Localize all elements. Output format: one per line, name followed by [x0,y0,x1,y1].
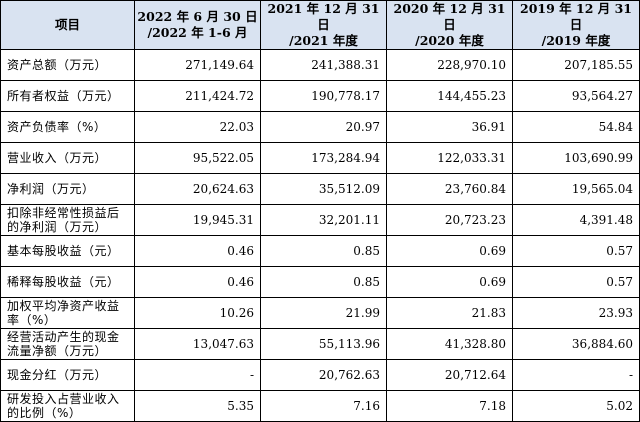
cell-value: 93,564.27 [512,80,640,112]
cell-value: 20,723.23 [386,204,513,236]
cell-value: 271,149.64 [134,49,261,81]
header-2019-period: /2019 年度 [541,33,611,48]
cell-value: 20,712.64 [386,359,513,391]
table-row-revenue: 营业收入（万元） 95,522.05 173,284.94 122,033.31… [0,142,640,174]
cell-value: 0.57 [512,266,640,298]
cell-value: 0.85 [260,235,387,267]
table-row-basic-eps: 基本每股收益（元） 0.46 0.85 0.69 0.57 [0,235,640,267]
table-row-adjusted-net-profit: 扣除非经常性损益后的净利润（万元） 19,945.31 32,201.11 20… [0,204,640,236]
cell-value: 20,762.63 [260,359,387,391]
row-label: 净利润（万元） [0,173,135,205]
row-label: 现金分红（万元） [0,359,135,391]
header-2020-period: /2020 年度 [415,33,484,48]
table-header: 项目 2022 年 6 月 30 日 /2022 年 1-6 月 2021 年 … [0,0,640,50]
table-row-net-profit: 净利润（万元） 20,624.63 35,512.09 23,760.84 19… [0,173,640,205]
cell-value: 5.02 [512,390,640,422]
cell-value: 4,391.48 [512,204,640,236]
row-label: 研发投入占营业收入的比例（%） [0,390,135,422]
row-label: 资产总额（万元） [0,49,135,81]
header-row: 项目 2022 年 6 月 30 日 /2022 年 1-6 月 2021 年 … [0,0,640,50]
cell-value: 35,512.09 [260,173,387,205]
cell-value: 103,690.99 [512,142,640,174]
row-label: 资产负债率（%） [0,111,135,143]
cell-value: 23,760.84 [386,173,513,205]
row-label: 扣除非经常性损益后的净利润（万元） [0,204,135,236]
cell-value: 55,113.96 [260,328,387,360]
cell-value: 21.99 [260,297,387,329]
header-2020-date: 2020 年 12 月 31 日 [393,1,506,33]
cell-value: 36.91 [386,111,513,143]
header-2022-h1-period: /2022 年 1-6 月 [147,25,248,40]
header-item: 项目 [0,0,135,50]
cell-value: 19,565.04 [512,173,640,205]
table-row-operating-cash-flow: 经营活动产生的现金流量净额（万元） 13,047.63 55,113.96 41… [0,328,640,360]
row-label: 所有者权益（万元） [0,80,135,112]
table-row-cash-dividend: 现金分红（万元） - 20,762.63 20,712.64 - [0,359,640,391]
cell-value: 20.97 [260,111,387,143]
header-2021-date: 2021 年 12 月 31 日 [267,1,380,33]
cell-value: 0.57 [512,235,640,267]
cell-value: 173,284.94 [260,142,387,174]
table-row-debt-ratio: 资产负债率（%） 22.03 20.97 36.91 54.84 [0,111,640,143]
cell-value: 22.03 [134,111,261,143]
cell-value: 211,424.72 [134,80,261,112]
header-item-label: 项目 [54,17,80,32]
header-2021-period: /2021 年度 [289,33,358,48]
cell-value: 32,201.11 [260,204,387,236]
header-2019-date: 2019 年 12 月 31 日 [520,1,632,33]
cell-value: - [134,359,261,391]
table-body: 资产总额（万元） 271,149.64 241,388.31 228,970.1… [0,49,640,422]
cell-value: 7.16 [260,390,387,422]
header-2020: 2020 年 12 月 31 日 /2020 年度 [386,0,513,50]
header-2019: 2019 年 12 月 31 日 /2019 年度 [512,0,640,50]
table-row-weighted-roe: 加权平均净资产收益率（%） 10.26 21.99 21.83 23.93 [0,297,640,329]
header-2021: 2021 年 12 月 31 日 /2021 年度 [260,0,387,50]
cell-value: 10.26 [134,297,261,329]
cell-value: 19,945.31 [134,204,261,236]
row-label: 经营活动产生的现金流量净额（万元） [0,328,135,360]
cell-value: 228,970.10 [386,49,513,81]
cell-value: 13,047.63 [134,328,261,360]
cell-value: 20,624.63 [134,173,261,205]
cell-value: 0.69 [386,235,513,267]
cell-value: 54.84 [512,111,640,143]
cell-value: 5.35 [134,390,261,422]
cell-value: - [512,359,640,391]
cell-value: 0.46 [134,235,261,267]
table-row-owners-equity: 所有者权益（万元） 211,424.72 190,778.17 144,455.… [0,80,640,112]
row-label: 基本每股收益（元） [0,235,135,267]
header-2022-h1: 2022 年 6 月 30 日 /2022 年 1-6 月 [134,0,261,50]
cell-value: 241,388.31 [260,49,387,81]
cell-value: 95,522.05 [134,142,261,174]
table-row-total-assets: 资产总额（万元） 271,149.64 241,388.31 228,970.1… [0,49,640,81]
row-label: 加权平均净资产收益率（%） [0,297,135,329]
cell-value: 122,033.31 [386,142,513,174]
table-row-diluted-eps: 稀释每股收益（元） 0.46 0.85 0.69 0.57 [0,266,640,298]
header-2022-h1-date: 2022 年 6 月 30 日 [137,9,258,24]
cell-value: 41,328.80 [386,328,513,360]
cell-value: 0.69 [386,266,513,298]
row-label: 营业收入（万元） [0,142,135,174]
cell-value: 7.18 [386,390,513,422]
cell-value: 207,185.55 [512,49,640,81]
cell-value: 21.83 [386,297,513,329]
cell-value: 36,884.60 [512,328,640,360]
cell-value: 23.93 [512,297,640,329]
table-row-rd-ratio: 研发投入占营业收入的比例（%） 5.35 7.16 7.18 5.02 [0,390,640,422]
cell-value: 0.85 [260,266,387,298]
cell-value: 0.46 [134,266,261,298]
cell-value: 144,455.23 [386,80,513,112]
cell-value: 190,778.17 [260,80,387,112]
row-label: 稀释每股收益（元） [0,266,135,298]
